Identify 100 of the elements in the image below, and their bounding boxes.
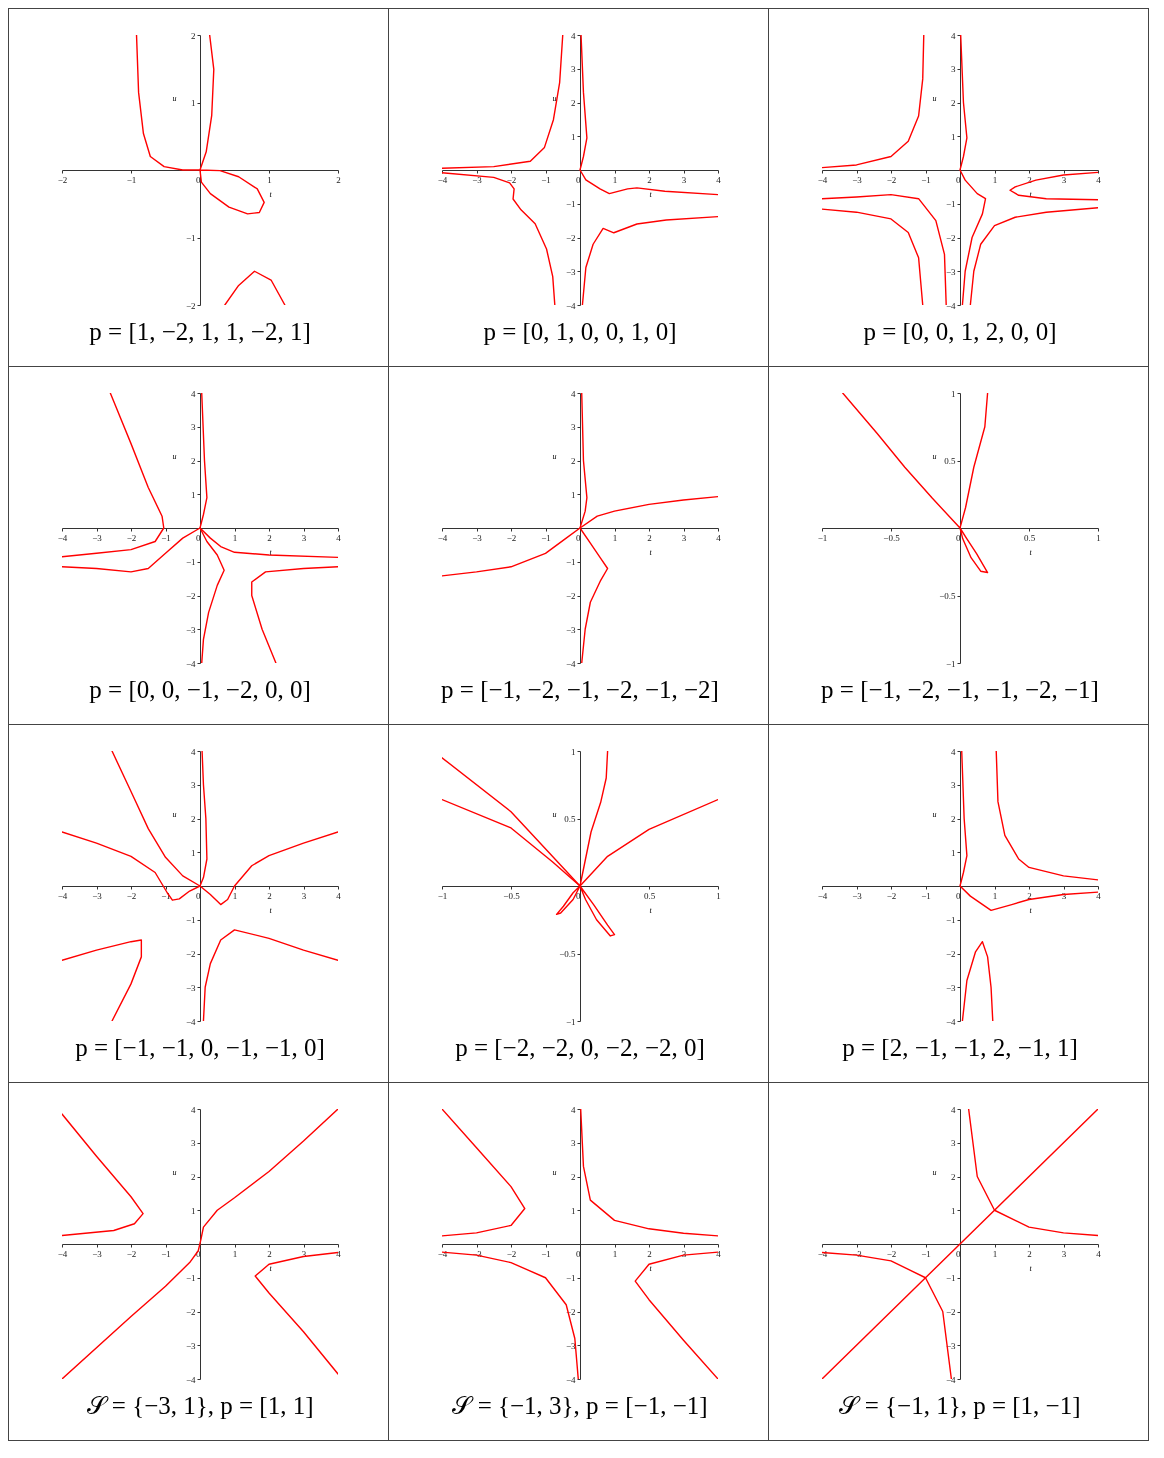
y-tick-label: −1 [565, 1016, 575, 1027]
y-tick-label: 2 [190, 30, 195, 41]
text: p = [−1, −2, −1, −1, −2, −1] [820, 676, 1099, 703]
y-tick-label: −1 [945, 1273, 955, 1284]
x-tick-label: 3 [681, 1248, 687, 1259]
y-axis-title: u [932, 452, 936, 461]
x-tick-label: 4 [715, 1248, 721, 1259]
x-tick-label: 0.5 [1023, 532, 1036, 543]
y-tick-label: 4 [570, 388, 576, 399]
y-tick-label: 4 [190, 1104, 196, 1115]
y-tick-label: 3 [950, 64, 956, 75]
x-tick-label: −4 [817, 1248, 828, 1259]
y-tick-label: 2 [570, 1172, 575, 1182]
y-axis-title: u [172, 1168, 176, 1177]
x-tick-label: 1 [232, 1248, 237, 1259]
x-tick-label: −0.5 [502, 890, 520, 901]
y-tick-label: −2 [945, 1307, 955, 1317]
y-tick-label: −4 [185, 658, 196, 669]
x-tick-label: 2 [266, 532, 272, 543]
y-tick-label: −1 [565, 557, 575, 568]
x-axis-title: t [1029, 905, 1032, 915]
x-tick-label: −1 [540, 174, 551, 185]
x-tick-label: 1 [992, 174, 997, 185]
y-tick-label: −4 [185, 1016, 196, 1027]
y-tick-label: 4 [950, 1104, 956, 1115]
x-tick-label: −1 [920, 890, 931, 901]
y-tick-label: 2 [950, 1172, 955, 1182]
y-tick-label: 1 [570, 131, 575, 142]
y-tick-label: 0.5 [563, 814, 576, 824]
y-tick-label: 4 [570, 1104, 576, 1115]
x-tick-label: 2 [335, 174, 341, 185]
x-axis-title: t [1029, 1263, 1032, 1273]
y-tick-label: 3 [570, 64, 576, 75]
y-tick-label: 4 [950, 746, 956, 757]
y-tick-label: 3 [190, 1138, 196, 1149]
x-axis-title: t [649, 1263, 652, 1273]
y-tick-label: 2 [190, 456, 195, 466]
y-tick-label: −1 [945, 915, 955, 926]
y-axis-title: u [172, 452, 176, 461]
y-tick-label: −4 [945, 300, 956, 311]
x-tick-label: 1 [992, 890, 997, 901]
y-tick-label: −1 [565, 1273, 575, 1284]
x-tick-label: 3 [1061, 174, 1067, 185]
x-tick-label: 0 [195, 532, 201, 543]
y-tick-label: −2 [185, 1307, 195, 1317]
x-tick-label: 2 [266, 890, 272, 901]
x-tick-label: −1 [920, 1248, 931, 1259]
y-tick-label: −1 [945, 658, 955, 669]
x-tick-label: −2 [506, 1248, 516, 1259]
y-tick-label: −3 [185, 1340, 196, 1351]
text: p = [0, 0, 1, 2, 0, 0] [862, 318, 1057, 345]
x-tick-label: −1 [160, 532, 171, 543]
y-axis-title: u [552, 452, 556, 461]
y-tick-label: 1 [950, 131, 955, 142]
y-tick-label: 3 [950, 1138, 956, 1149]
x-tick-label: −3 [91, 890, 102, 901]
x-tick-label: 3 [681, 532, 687, 543]
x-tick-label: 1 [1095, 532, 1101, 543]
text: 𝒮 = {−1, 1}, p = [1, −1] [838, 1392, 1081, 1419]
text: p = [0, 1, 0, 0, 1, 0] [482, 318, 677, 345]
y-tick-label: −1 [185, 233, 195, 243]
x-tick-label: −4 [817, 174, 828, 185]
x-tick-label: 2 [646, 174, 652, 185]
y-tick-label: 1 [190, 98, 195, 108]
x-tick-label: 2 [1026, 1248, 1032, 1259]
y-tick-label: −4 [945, 1374, 956, 1385]
y-tick-label: 4 [190, 746, 196, 757]
x-tick-label: 0 [955, 174, 961, 185]
x-tick-label: 0 [195, 890, 201, 901]
x-tick-label: −3 [471, 532, 482, 543]
y-tick-label: 1 [570, 489, 575, 500]
text: 𝒮 = {−1, 3}, p = [−1, −1] [451, 1392, 708, 1419]
y-tick-label: −1 [185, 915, 195, 926]
x-tick-label: −1 [126, 174, 136, 185]
y-axis-title: u [552, 810, 556, 819]
y-tick-label: 4 [950, 30, 956, 41]
text: 𝒮 = {−3, 1}, p = [1, 1] [86, 1392, 313, 1419]
x-tick-label: 2 [646, 1248, 652, 1259]
x-tick-label: 0 [955, 890, 961, 901]
y-tick-label: −0.5 [938, 591, 956, 601]
y-tick-label: −2 [565, 591, 575, 601]
x-tick-label: 4 [715, 532, 721, 543]
y-axis-title: u [932, 810, 936, 819]
y-tick-label: −2 [945, 233, 955, 243]
text: p = [−2, −2, 0, −2, −2, 0] [454, 1034, 705, 1061]
x-tick-label: 4 [1095, 1248, 1101, 1259]
x-tick-label: 4 [715, 174, 721, 185]
y-tick-label: −4 [945, 1016, 956, 1027]
x-tick-label: −3 [471, 174, 482, 185]
y-tick-label: −2 [185, 300, 195, 311]
y-tick-label: −1 [945, 199, 955, 210]
x-tick-label: −3 [851, 174, 862, 185]
x-tick-label: −4 [57, 890, 68, 901]
x-tick-label: 1 [612, 1248, 617, 1259]
x-axis-title: t [269, 905, 272, 915]
x-tick-label: −1 [817, 532, 827, 543]
y-axis-title: u [552, 1168, 556, 1177]
x-tick-label: −1 [437, 890, 447, 901]
x-axis-title: t [1029, 189, 1032, 199]
y-tick-label: 3 [570, 1138, 576, 1149]
